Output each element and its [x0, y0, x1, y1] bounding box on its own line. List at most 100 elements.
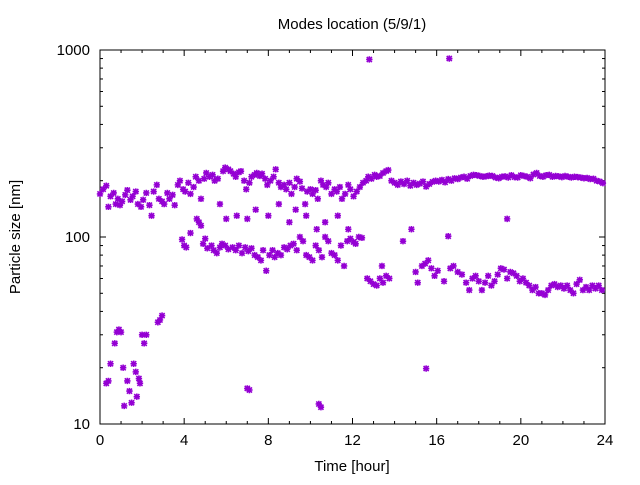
data-point [408, 226, 415, 233]
data-point [501, 173, 509, 180]
data-point [257, 257, 265, 264]
data-point [223, 215, 230, 223]
data-point [478, 286, 486, 294]
data-point [128, 399, 135, 406]
data-point [485, 272, 492, 280]
data-point [331, 251, 338, 259]
data-point [153, 181, 161, 189]
data-point [340, 262, 348, 270]
data-point [166, 195, 173, 203]
data-point [557, 282, 565, 289]
data-point [248, 173, 255, 180]
data-point [230, 170, 237, 177]
data-point [107, 193, 114, 200]
x-tick-label: 12 [344, 432, 361, 449]
data-point [445, 232, 452, 240]
data-point [114, 195, 122, 203]
data-point [169, 191, 176, 199]
data-point [136, 380, 144, 387]
data-point [589, 282, 596, 289]
data-point [336, 183, 344, 191]
data-point [551, 280, 558, 288]
data-point [362, 177, 370, 184]
data-point [277, 251, 285, 259]
data-point [304, 188, 311, 195]
data-point [519, 275, 527, 282]
data-point [246, 386, 253, 394]
data-point [579, 286, 587, 294]
data-point [190, 183, 197, 191]
data-point [450, 262, 457, 270]
data-point [315, 246, 323, 254]
data-point [117, 328, 125, 336]
data-point [204, 245, 211, 252]
data-point [103, 182, 110, 189]
data-point [307, 186, 314, 193]
data-point [345, 226, 352, 233]
data-point [171, 201, 178, 209]
data-point [365, 173, 372, 180]
data-point [130, 360, 137, 367]
data-point [422, 183, 430, 190]
data-point [296, 178, 304, 185]
data-point [541, 291, 549, 299]
data-point [187, 229, 194, 237]
data-point [238, 249, 246, 257]
data-point [241, 244, 249, 251]
data-point [193, 215, 200, 223]
data-point [254, 253, 262, 261]
data-point [263, 267, 270, 274]
data-point [544, 286, 552, 294]
data-point [143, 331, 150, 338]
data-point [445, 175, 452, 183]
data-point [208, 242, 215, 249]
data-point [314, 195, 321, 203]
y-tick-label: 100 [65, 229, 90, 246]
data-point [301, 200, 309, 208]
data-point [334, 257, 341, 264]
data-point [200, 175, 208, 182]
data-point [309, 190, 316, 198]
data-point [347, 235, 354, 242]
data-point [598, 286, 606, 294]
data-point [313, 226, 320, 233]
tick-labels: 0 4 8 12 16 20 24 10 100 1000 [57, 42, 614, 449]
data-point [379, 279, 387, 286]
data-point [225, 246, 232, 253]
data-point [111, 340, 118, 347]
data-point [576, 276, 583, 284]
x-axis-label: Time [hour] [314, 458, 389, 475]
data-point [530, 171, 537, 178]
data-point [425, 257, 432, 264]
data-point [432, 177, 439, 184]
data-point [418, 262, 426, 270]
data-point [199, 240, 207, 247]
data-point [272, 166, 279, 173]
data-point [176, 177, 184, 184]
x-tick-label: 4 [180, 432, 188, 449]
data-point [232, 173, 239, 180]
data-point [426, 180, 433, 188]
data-point [379, 169, 387, 177]
data-point [446, 55, 453, 62]
data-point [463, 175, 471, 182]
data-point [209, 171, 216, 179]
data-point [570, 290, 577, 297]
data-point [527, 175, 534, 182]
data-point [347, 186, 354, 193]
data-point [472, 272, 479, 280]
data-point [582, 283, 590, 291]
data-point [397, 178, 405, 185]
data-point [404, 177, 411, 184]
data-point [599, 179, 607, 187]
data-point [240, 177, 248, 184]
data-point [414, 279, 421, 286]
data-point [290, 240, 297, 247]
data-point [221, 164, 229, 171]
data-point [317, 403, 325, 411]
data-point [112, 200, 119, 208]
data-point [350, 193, 357, 200]
data-point [338, 195, 346, 203]
data-point [440, 278, 448, 285]
